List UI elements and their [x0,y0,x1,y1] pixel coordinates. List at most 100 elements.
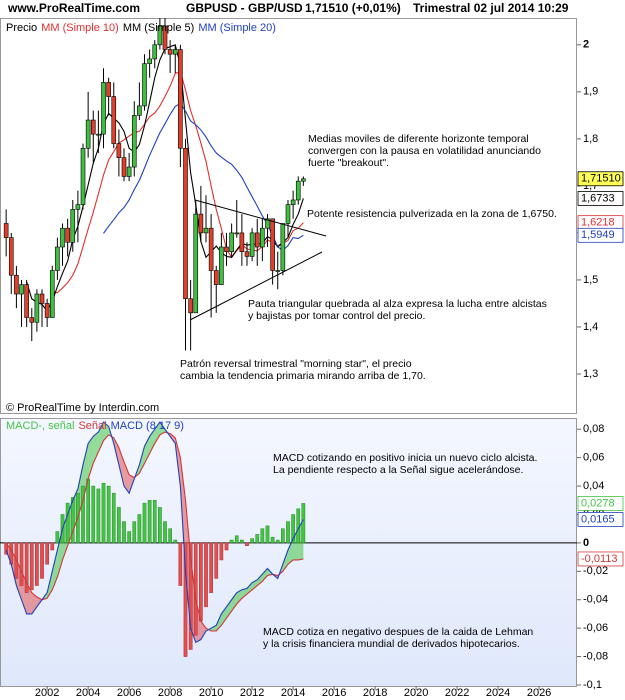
x-tick-label: 2018 [363,687,387,699]
candle-body [213,270,219,285]
y-tick-label: 1,3 [583,368,598,380]
histogram-bar [111,492,116,544]
annotation: La pendiente respecto a la Señal sigue a… [273,464,523,476]
candle-body [55,246,60,271]
histogram-bar [152,500,157,544]
candle-body [254,232,260,248]
annotation: Pauta triangular quebrada al alza expres… [248,298,547,310]
last-value-label: 1,6733 [581,192,615,204]
histogram-bar [81,485,85,544]
y-tick-label: -0,04 [583,594,608,606]
macd-signal-fill [257,574,263,586]
histogram-bar [219,542,224,561]
series-line [5,421,304,644]
candle-body [203,227,209,234]
candle-body [85,119,91,149]
annotation: Potente resistencia pulverizada en la zo… [307,208,557,220]
histogram-bar [301,503,306,544]
candle-body [126,166,132,177]
candle-body [239,232,245,253]
macd-signal-fill [159,422,166,435]
annotation: MACD cotiza en negativo despues de la ca… [263,626,533,638]
candle-body [14,274,19,295]
candle-body [275,270,281,272]
histogram-bar [101,482,106,544]
histogram-bar [19,542,24,586]
candle-body [80,147,86,205]
histogram-bar [265,525,270,544]
candle-body [178,49,183,149]
candle-body [131,115,137,168]
macd-signal-fill [200,621,206,640]
candle-body [3,223,9,238]
instrument: GBPUSD - GBP/USD [186,1,303,15]
y-tick-label: 0,04 [583,480,604,492]
legend-entry: MACD (8 17 9) [111,420,184,432]
price: 1,71510 (+0,01%) [305,1,401,15]
histogram-bar [245,542,249,546]
candle-body [244,251,250,257]
histogram-bar [275,539,280,544]
macd-signal-fill [262,568,268,582]
candle-body [147,58,152,64]
x-tick-label: 2004 [76,687,100,699]
y-tick-label: 1,4 [583,321,598,333]
x-tick-label: 2026 [527,687,551,699]
candle-body [260,227,265,248]
y-tick-label: -0,02 [583,565,608,577]
histogram-bar [137,514,142,544]
macd-signal-fill [118,447,125,487]
y-tick-label: 1,9 [583,86,598,98]
histogram-bar [40,542,44,579]
candle-body [142,63,147,107]
macd-signal-fill [226,599,232,619]
last-value-label: 0,0165 [581,513,615,525]
candle-body [285,204,291,224]
macd-signal-fill [144,436,150,464]
histogram-bar [96,488,101,544]
last-value-box [577,551,624,567]
credit: © ProRealTime by Interdin.com [6,402,159,414]
candle-body [39,293,45,304]
candle-body [75,204,81,210]
x-tick-label: 2012 [240,687,264,699]
trend-line [194,199,327,237]
legend-entry: Precio [6,22,37,34]
histogram-bar [270,536,275,544]
x-tick-label: 2002 [35,687,59,699]
histogram-bar [250,538,254,544]
histogram-bar [173,539,178,544]
candle-body [8,237,14,276]
macd-signal-fill [221,606,227,626]
x-tick-label: 2006 [117,687,141,699]
annotation: y la crisis financiera mundial de deriva… [263,638,520,650]
candle-body [301,178,306,182]
last-value-label: -0,0113 [581,553,618,565]
candle-body [65,227,70,243]
candle-body [265,218,270,229]
candle-body [198,213,204,234]
series-line [5,431,304,632]
histogram-bar [168,528,172,544]
candle-body [280,223,286,271]
candle-body [193,213,199,314]
price-plot [3,18,306,351]
histogram-bar [117,507,121,544]
macd-signal-fill [216,613,222,632]
annotation: Patrón reversal trimestral "morning star… [180,358,412,370]
histogram-bar [65,502,70,544]
last-value-label: 1,71510 [581,173,621,185]
y-tick-label: 1,5 [583,274,598,286]
last-value-label: 0,0278 [581,497,615,509]
histogram-bar [35,542,39,586]
histogram-bar [50,542,55,551]
candle-body [224,246,229,253]
candle-body [208,227,214,271]
annotation: MACD cotizando en positivo inicia un nue… [273,452,537,464]
legend-entry: Señal [78,420,106,432]
y-tick-label: -0,06 [583,622,608,634]
candle-body [111,96,117,144]
last-value-label: 1,5949 [581,229,615,241]
macd-plot [0,421,577,657]
last-value-box [577,171,624,187]
